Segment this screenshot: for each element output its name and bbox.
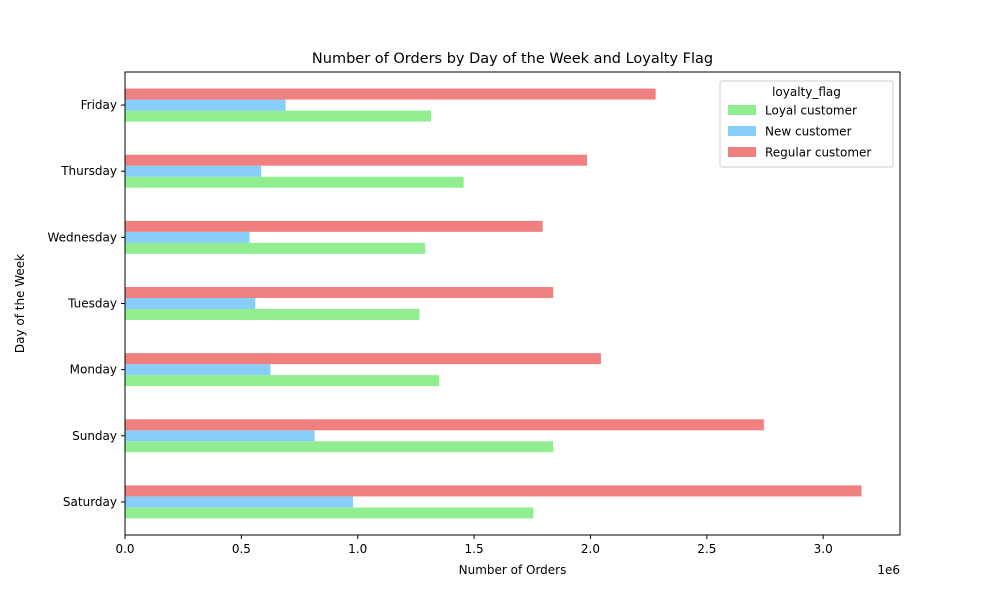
y-tick-label: Friday <box>81 98 117 112</box>
y-tick-label: Monday <box>70 363 117 377</box>
bar-friday-regular-customer <box>125 88 656 100</box>
bar-friday-loyal-customer <box>125 110 432 122</box>
bar-monday-regular-customer <box>125 353 601 365</box>
bar-tuesday-new-customer <box>125 298 256 309</box>
x-tick-label: 2.0 <box>581 542 600 556</box>
y-axis: Saturday Sunday Monday Tuesday Wednesday Thur… <box>48 98 125 509</box>
y-tick-label: Sunday <box>72 429 117 443</box>
bar-monday-loyal-customer <box>125 375 440 387</box>
y-tick-label: Thursday <box>60 164 117 178</box>
y-axis-label: Day of the Week <box>13 254 27 353</box>
x-tick-label: 3.0 <box>814 542 833 556</box>
y-tick-label: Saturday <box>63 495 117 509</box>
legend-label-new-customer: New customer <box>765 125 852 139</box>
legend-swatch-loyal-customer <box>728 105 756 115</box>
legend: loyalty_flag Loyal customer New customer R… <box>719 80 894 168</box>
bar-tuesday-regular-customer <box>125 287 554 298</box>
x-axis-label: Number of Orders <box>459 563 567 577</box>
x-tick-label: 0.5 <box>232 542 251 556</box>
legend-label-loyal-customer: Loyal customer <box>765 104 857 118</box>
bar-tuesday-loyal-customer <box>125 309 420 320</box>
legend-box <box>719 80 894 168</box>
bar-saturday-loyal-customer <box>125 507 534 519</box>
bar-thursday-new-customer <box>125 165 262 177</box>
bar-sunday-loyal-customer <box>125 441 554 453</box>
bar-monday-new-customer <box>125 364 271 376</box>
x-axis-offset-label: 1e6 <box>877 563 900 577</box>
plot-frame <box>124 71 901 536</box>
bar-wednesday-new-customer <box>125 231 250 243</box>
y-tick-label: Wednesday <box>48 230 117 244</box>
legend-swatch-new-customer <box>728 126 756 136</box>
bar-sunday-new-customer <box>125 430 315 442</box>
x-tick-label: 1.5 <box>465 542 484 556</box>
legend-title: loyalty_flag <box>772 85 841 99</box>
x-tick-label: 0.0 <box>115 542 134 556</box>
legend-label-regular-customer: Regular customer <box>765 146 871 160</box>
bar-thursday-loyal-customer <box>125 176 464 188</box>
x-axis: 0.0 0.5 1.0 1.5 2.0 2.5 3.0 <box>115 535 833 556</box>
bar-saturday-regular-customer <box>125 485 862 497</box>
x-tick-label: 1.0 <box>348 542 367 556</box>
legend-swatch-regular-customer <box>728 147 756 157</box>
bars-group <box>125 88 862 519</box>
bar-thursday-regular-customer <box>125 154 587 166</box>
bar-wednesday-regular-customer <box>125 220 543 232</box>
y-tick-label: Tuesday <box>67 297 117 311</box>
x-tick-label: 2.5 <box>697 542 716 556</box>
bar-sunday-regular-customer <box>125 419 764 431</box>
bar-saturday-new-customer <box>125 496 354 508</box>
bar-wednesday-loyal-customer <box>125 242 426 254</box>
chart-title: Number of Orders by Day of the Week and … <box>312 51 713 67</box>
bar-friday-new-customer <box>125 99 286 111</box>
